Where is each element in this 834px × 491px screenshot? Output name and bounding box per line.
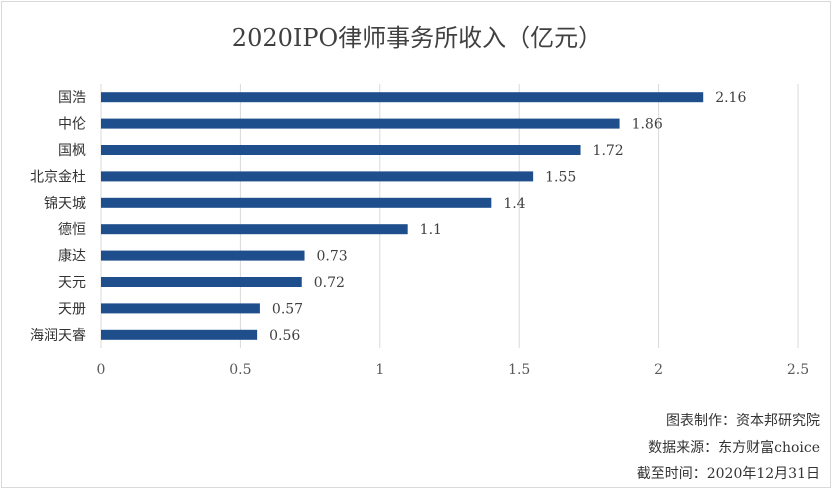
x-tick-label: 1.5 xyxy=(508,362,530,378)
bar xyxy=(101,303,260,314)
bar xyxy=(101,277,302,287)
bar xyxy=(101,224,408,235)
x-tick-label: 0.5 xyxy=(229,362,251,378)
bar xyxy=(101,171,534,182)
category-label: 德恒 xyxy=(58,222,86,238)
value-label: 2.16 xyxy=(715,90,746,106)
category-label: 锦天城 xyxy=(44,195,86,212)
x-tick-label: 0 xyxy=(97,362,106,378)
category-label: 康达 xyxy=(58,248,86,265)
label-layer: 0 0.5 1 1.5 2 2.5 国浩 2.16 中伦 1.86 国枫 1.72 北京金杜 1.55 锦天… xyxy=(30,90,809,378)
footer-source: 数据来源：东方财富choice xyxy=(648,440,820,456)
category-label: 天元 xyxy=(58,275,86,291)
bar xyxy=(101,118,620,129)
footer-date: 截至时间：2020年12月31日 xyxy=(636,466,820,482)
value-label: 1.55 xyxy=(545,169,576,185)
value-label: 0.73 xyxy=(317,249,348,265)
value-label: 0.56 xyxy=(269,328,300,344)
category-label: 中伦 xyxy=(58,117,86,133)
value-label: 1.4 xyxy=(503,196,525,212)
category-label: 天册 xyxy=(58,301,86,317)
value-label: 0.57 xyxy=(272,301,303,317)
category-label: 海润天睿 xyxy=(30,328,86,344)
value-label: 1.1 xyxy=(420,222,442,238)
value-label: 1.86 xyxy=(632,117,663,133)
bar xyxy=(101,329,258,340)
bar xyxy=(101,250,305,261)
x-tick-label: 2 xyxy=(654,362,663,378)
x-tick-label: 1 xyxy=(375,362,384,378)
category-label: 国浩 xyxy=(58,90,86,106)
value-label: 0.72 xyxy=(314,275,345,291)
bar xyxy=(101,145,581,155)
category-label: 北京金杜 xyxy=(30,169,86,185)
bar-layer xyxy=(101,92,704,340)
chart-title: 2020IPO律师事务所收入（亿元） xyxy=(231,24,603,52)
bar xyxy=(101,92,704,103)
bar xyxy=(101,197,492,208)
category-label: 国枫 xyxy=(58,143,86,159)
footer-credit: 图表制作：资本邦研究院 xyxy=(666,413,820,429)
x-tick-label: 2.5 xyxy=(787,362,809,378)
value-label: 1.72 xyxy=(593,143,624,159)
